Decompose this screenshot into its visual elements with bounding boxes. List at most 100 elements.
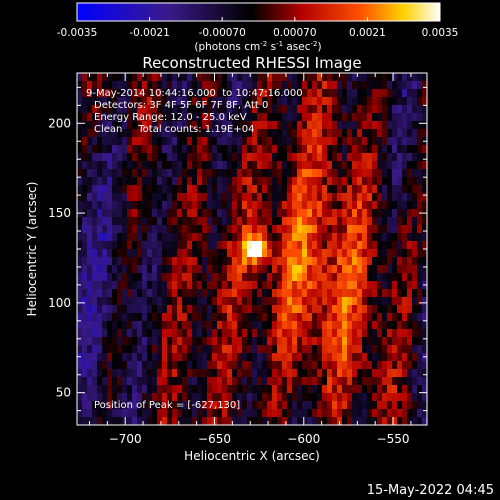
heatmap-cell	[247, 169, 253, 178]
heatmap-cell	[187, 297, 193, 306]
heatmap-cell	[102, 289, 108, 298]
heatmap-cell	[217, 225, 223, 234]
heatmap-cell	[317, 129, 323, 138]
heatmap-cell	[112, 321, 118, 330]
heatmap-cell	[157, 105, 163, 114]
heatmap-cell	[77, 329, 83, 338]
heatmap-cell	[227, 361, 233, 370]
heatmap-cell	[392, 161, 398, 170]
heatmap-cell	[312, 385, 318, 394]
heatmap-cell	[82, 201, 88, 210]
heatmap-cell	[287, 185, 293, 194]
heatmap-cell	[267, 161, 273, 170]
heatmap-cell	[217, 201, 223, 210]
heatmap-cell	[272, 337, 278, 346]
heatmap-cell	[112, 73, 118, 82]
heatmap-cell	[397, 385, 403, 394]
heatmap-cell	[357, 217, 363, 226]
heatmap-cell	[232, 257, 238, 266]
heatmap-cell	[237, 89, 243, 98]
heatmap-cell	[312, 401, 318, 410]
heatmap-cell	[417, 289, 423, 298]
heatmap-cell	[317, 289, 323, 298]
heatmap-cell	[192, 81, 198, 90]
heatmap-cell	[77, 233, 83, 242]
heatmap-cell	[152, 153, 158, 162]
heatmap-cell	[192, 297, 198, 306]
heatmap-cell	[242, 305, 248, 314]
heatmap-cell	[382, 361, 388, 370]
heatmap-cell	[267, 257, 273, 266]
heatmap-cell	[412, 361, 418, 370]
heatmap-cell	[207, 393, 213, 402]
heatmap-cell	[422, 201, 427, 210]
heatmap-cell	[302, 129, 308, 138]
heatmap-cell	[107, 289, 113, 298]
heatmap-cell	[132, 129, 138, 138]
heatmap-cell	[87, 321, 93, 330]
heatmap-cell	[342, 297, 348, 306]
heatmap-cell	[202, 369, 208, 378]
heatmap-cell	[122, 313, 128, 322]
heatmap-cell	[387, 385, 393, 394]
heatmap-cell	[367, 137, 373, 146]
heatmap-cell	[407, 265, 413, 274]
heatmap-cell	[227, 257, 233, 266]
heatmap-cell	[302, 329, 308, 338]
heatmap-cell	[87, 313, 93, 322]
heatmap-cell	[87, 337, 93, 346]
heatmap-cell	[97, 185, 103, 194]
heatmap-cell	[247, 273, 253, 282]
heatmap-cell	[227, 289, 233, 298]
heatmap-cell	[172, 281, 178, 290]
heatmap-cell	[247, 129, 253, 138]
heatmap-cell	[262, 137, 268, 146]
x-tick-label: −550	[377, 432, 410, 446]
heatmap-cell	[77, 217, 83, 226]
heatmap-cell	[257, 289, 263, 298]
heatmap-cell	[102, 257, 108, 266]
heatmap-cell	[92, 225, 98, 234]
heatmap-cell	[177, 353, 183, 362]
heatmap-cell	[302, 105, 308, 114]
heatmap-cell	[222, 345, 228, 354]
heatmap-cell	[217, 337, 223, 346]
heatmap-cell	[252, 153, 258, 162]
heatmap-cell	[147, 145, 153, 154]
heatmap-cell	[312, 217, 318, 226]
heatmap-cell	[162, 177, 168, 186]
heatmap-cell	[362, 313, 368, 322]
heatmap-cell	[177, 209, 183, 218]
heatmap-cell	[187, 273, 193, 282]
heatmap-cell	[337, 233, 343, 242]
heatmap-cell	[102, 321, 108, 330]
heatmap-cell	[107, 353, 113, 362]
heatmap-cell	[412, 313, 418, 322]
heatmap-cell	[77, 169, 83, 178]
heatmap-cell	[307, 89, 313, 98]
heatmap-cell	[232, 321, 238, 330]
heatmap-cell	[127, 233, 133, 242]
heatmap-cell	[207, 209, 213, 218]
heatmap-cell	[282, 209, 288, 218]
heatmap-cell	[207, 129, 213, 138]
heatmap-cell	[392, 417, 398, 425]
heatmap-cell	[147, 73, 153, 82]
heatmap-cell	[82, 193, 88, 202]
heatmap-cell	[327, 321, 333, 330]
heatmap-cell	[207, 137, 213, 146]
heatmap-cell	[307, 361, 313, 370]
heatmap-cell	[312, 337, 318, 346]
heatmap-cell	[142, 273, 148, 282]
heatmap-cell	[197, 345, 203, 354]
heatmap-cell	[82, 113, 88, 122]
heatmap-cell	[217, 369, 223, 378]
heatmap-cell	[127, 193, 133, 202]
heatmap-cell	[232, 377, 238, 386]
heatmap-cell	[412, 393, 418, 402]
heatmap-cell	[382, 385, 388, 394]
heatmap-cell	[302, 257, 308, 266]
heatmap-cell	[337, 161, 343, 170]
heatmap-cell	[252, 329, 258, 338]
heatmap-cell	[82, 377, 88, 386]
